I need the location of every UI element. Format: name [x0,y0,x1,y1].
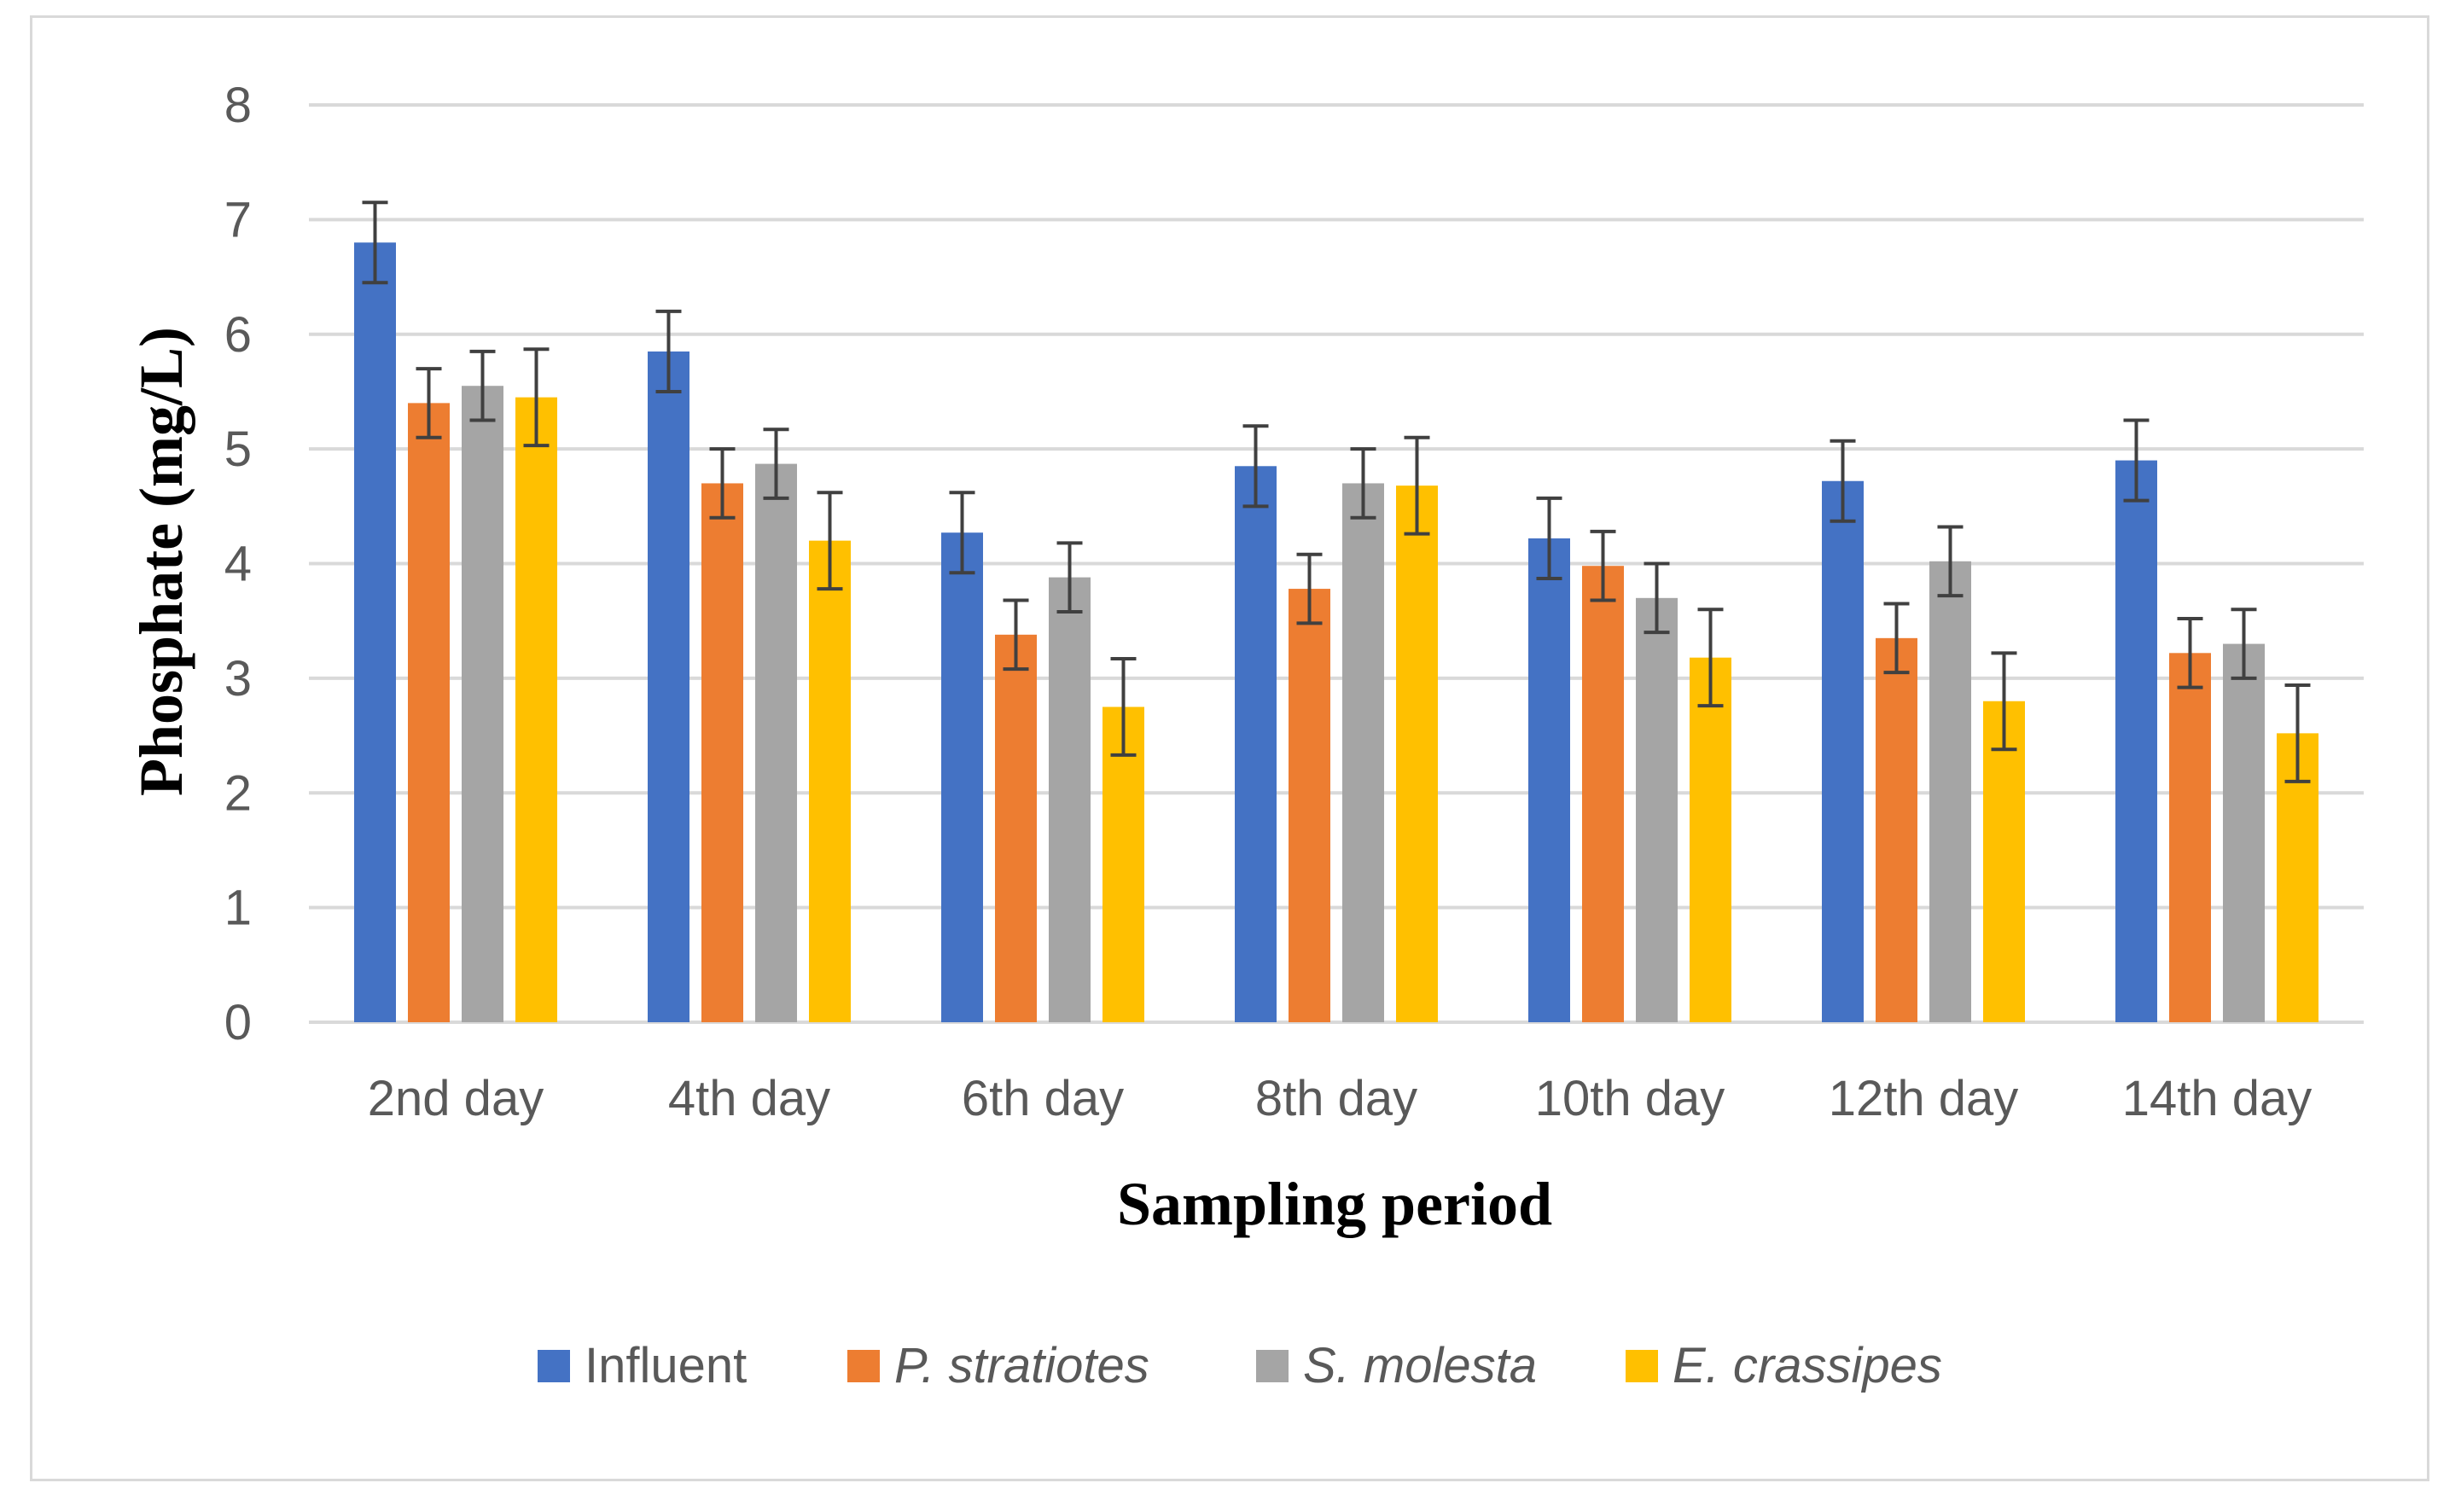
error-bar-p-stratiotes-8th-day [1296,552,1323,625]
legend: Influent P. stratiotes S. molesta E. crassi… [538,1338,1942,1393]
legend-swatch-e-crassipes [1626,1350,1658,1382]
gridlines [309,103,2364,1024]
bar-s-molesta-2nd-day [462,386,503,1022]
bar-p-stratiotes-4th-day [701,483,743,1022]
bar-s-molesta-4th-day [755,463,797,1022]
bar-s-molesta-12th-day [1929,561,1971,1022]
error-bars [362,201,2311,783]
x-tick-label-8th-day: 8th day [1255,1071,1417,1126]
bar-e-crassipes-2nd-day [515,397,557,1022]
error-bar-e-crassipes-6th-day [1110,657,1137,757]
x-tick-label-14th-day: 14th day [2122,1071,2313,1126]
error-bar-p-stratiotes-12th-day [1883,602,1910,675]
bar-influent-10th-day [1528,538,1570,1022]
legend-swatch-p-stratiotes [847,1350,880,1382]
error-bar-influent-8th-day [1242,424,1269,509]
bar-p-stratiotes-8th-day [1289,589,1330,1022]
error-bar-s-molesta-2nd-day [469,349,496,422]
legend-swatch-s-molesta [1256,1350,1289,1382]
legend-label-s-molesta: S. molesta [1303,1338,1537,1393]
y-tick-label-2: 2 [224,765,252,821]
error-bar-p-stratiotes-10th-day [1590,529,1616,602]
error-bar-p-stratiotes-14th-day [2177,617,2203,689]
y-axis-ticks: 0 1 2 3 4 5 6 7 8 [224,78,252,1050]
error-bar-e-crassipes-14th-day [2284,683,2311,783]
error-bar-e-crassipes-10th-day [1697,608,1724,708]
x-tick-label-12th-day: 12th day [1829,1071,2019,1126]
bars [354,242,2318,1022]
x-tick-label-4th-day: 4th day [668,1071,830,1126]
error-bar-e-crassipes-8th-day [1404,435,1430,536]
y-tick-label-3: 3 [224,651,252,707]
bar-s-molesta-8th-day [1342,483,1384,1022]
bar-e-crassipes-8th-day [1396,486,1438,1022]
x-axis-ticks: 2nd day 4th day 6th day 8th day 10th day 12th… [368,1071,2312,1126]
y-tick-label-5: 5 [224,422,252,477]
y-tick-label-6: 6 [224,307,252,363]
error-bar-s-molesta-6th-day [1056,541,1083,614]
error-bar-s-molesta-4th-day [763,427,789,500]
error-bar-s-molesta-10th-day [1644,561,1670,635]
error-bar-influent-12th-day [1830,439,1856,523]
legend-label-influent: Influent [585,1338,747,1393]
legend-label-e-crassipes: E. crassipes [1673,1338,1942,1393]
bar-p-stratiotes-2nd-day [408,403,450,1022]
bar-p-stratiotes-14th-day [2169,653,2211,1022]
error-bar-p-stratiotes-6th-day [1003,598,1029,672]
bar-e-crassipes-4th-day [809,540,851,1022]
error-bar-influent-14th-day [2123,418,2150,503]
bar-influent-14th-day [2115,460,2157,1022]
bar-influent-12th-day [1822,480,1864,1022]
y-axis-title: Phosphate (mg/L) [127,327,195,796]
error-bar-influent-2nd-day [362,201,388,285]
x-tick-label-2nd-day: 2nd day [368,1071,544,1126]
bar-s-molesta-6th-day [1049,577,1091,1022]
bar-e-crassipes-10th-day [1690,657,1731,1022]
y-tick-label-8: 8 [224,78,252,133]
error-bar-influent-6th-day [949,491,975,575]
x-tick-label-6th-day: 6th day [962,1071,1124,1126]
error-bar-e-crassipes-4th-day [817,491,843,591]
legend-label-p-stratiotes: P. stratiotes [894,1338,1149,1393]
error-bar-s-molesta-14th-day [2231,608,2257,680]
error-bar-p-stratiotes-2nd-day [416,367,442,439]
x-axis-title: Sampling period [1117,1170,1552,1238]
error-bar-p-stratiotes-4th-day [709,447,736,520]
bar-influent-2nd-day [354,242,396,1022]
bar-p-stratiotes-6th-day [995,634,1037,1022]
error-bar-s-molesta-8th-day [1350,447,1376,520]
error-bar-influent-10th-day [1536,496,1562,580]
y-tick-label-7: 7 [224,192,252,247]
error-bar-e-crassipes-12th-day [1991,651,2017,752]
error-bar-e-crassipes-2nd-day [523,347,550,448]
bar-p-stratiotes-12th-day [1876,637,1917,1022]
bar-s-molesta-14th-day [2223,643,2265,1022]
error-bar-s-molesta-12th-day [1937,525,1964,598]
y-tick-label-0: 0 [224,995,252,1050]
error-bar-influent-4th-day [655,309,682,393]
y-tick-label-4: 4 [224,537,252,592]
bar-e-crassipes-6th-day [1103,707,1144,1022]
bar-s-molesta-10th-day [1636,597,1678,1022]
bar-influent-6th-day [941,532,983,1022]
y-tick-label-1: 1 [224,881,252,936]
bar-p-stratiotes-10th-day [1582,566,1624,1022]
x-tick-label-10th-day: 10th day [1535,1071,1725,1126]
bar-influent-8th-day [1235,466,1277,1022]
legend-swatch-influent [538,1350,570,1382]
bar-influent-4th-day [648,351,689,1022]
bar-e-crassipes-12th-day [1983,701,2025,1022]
